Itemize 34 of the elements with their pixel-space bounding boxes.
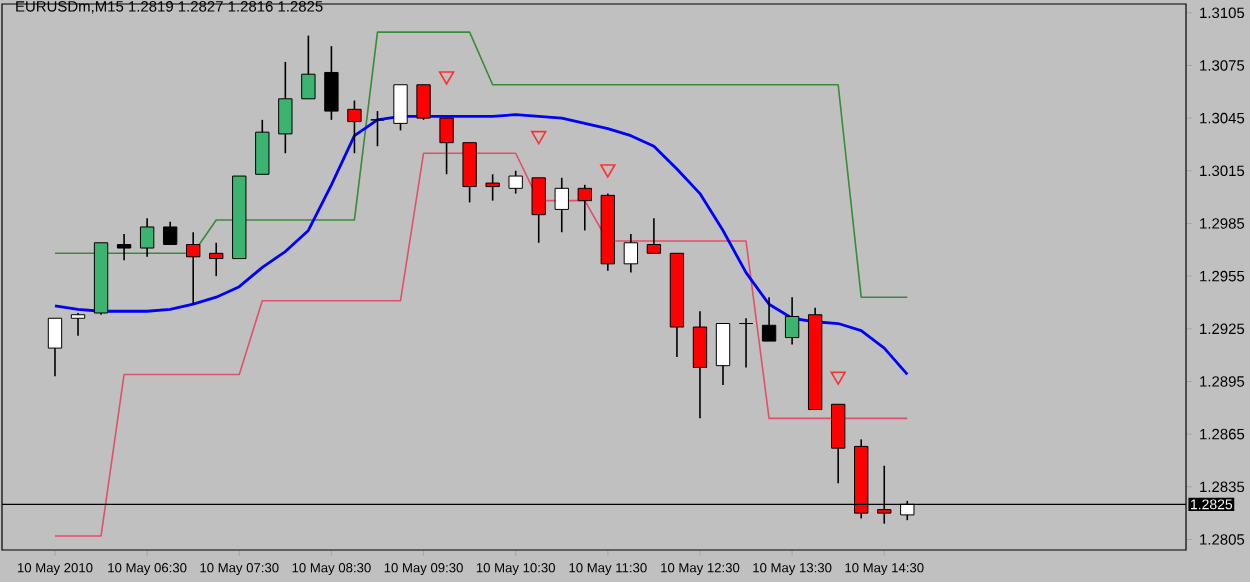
point [600, 164, 616, 178]
candlestick [370, 110, 385, 147]
point [438, 71, 455, 85]
candlestick [162, 220, 178, 246]
candlestick [70, 312, 86, 337]
candlestick [831, 403, 846, 485]
candlestick [738, 317, 754, 369]
candlestick [255, 119, 270, 176]
candlestick [209, 241, 224, 277]
candlestick [47, 317, 63, 377]
candlestick [393, 83, 408, 132]
candlestick [278, 61, 293, 155]
candlestick [784, 296, 800, 346]
candlestick [116, 233, 132, 262]
candlestick [715, 322, 731, 386]
candlestick [646, 217, 662, 255]
candlestick [531, 177, 546, 244]
candlestick [692, 310, 708, 420]
candlestick [485, 173, 500, 202]
candlestick [186, 231, 201, 306]
candlestick [462, 141, 477, 204]
candlestick [508, 169, 523, 195]
candlestick [554, 177, 569, 234]
candlestick [416, 83, 431, 121]
candlestick [139, 217, 155, 258]
point [830, 371, 846, 385]
candlestick [577, 184, 592, 232]
candlestick [347, 99, 362, 155]
candlestick [439, 117, 454, 176]
candlestick [324, 45, 339, 121]
candlestick [761, 296, 777, 342]
candlestick [623, 233, 639, 274]
point [531, 130, 547, 145]
candlestick [301, 34, 316, 100]
